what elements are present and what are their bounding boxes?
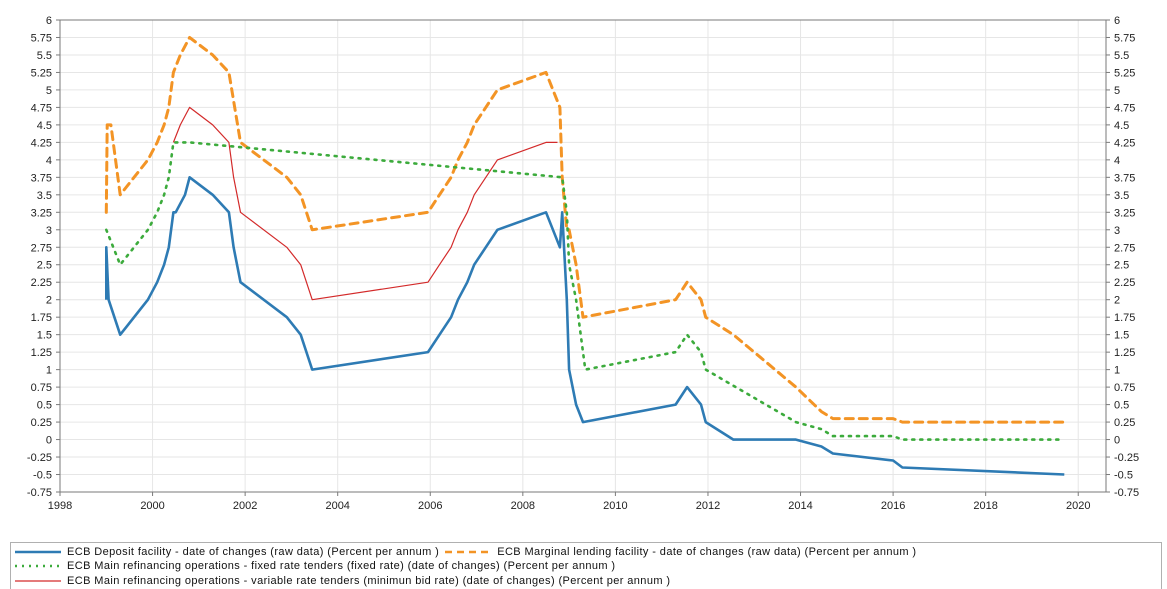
y-tick-label-left: 4.5 [37,120,52,132]
legend-swatch-fixed-rate [15,564,61,568]
y-tick-label-right: 0.75 [1114,382,1135,394]
rate-chart: 6 6 5.75 5.75 5.5 5.5 5.25 5.25 5 5 4.75 4.75 4.5 4.5… [27,15,1139,512]
x-tick-label: 2000 [140,500,164,512]
y-tick-label-left: -0.25 [27,452,52,464]
y-tick-label-right: 0.5 [1114,400,1129,412]
y-tick-label-left: 3.75 [31,172,52,184]
x-tick-label: 2004 [325,500,349,512]
y-tick-label-right: 4.75 [1114,102,1135,114]
y-tick-label-right: 2.5 [1114,260,1129,272]
legend-label-deposit-facility: ECB Deposit facility - date of changes (… [67,546,440,558]
y-tick-label-right: 5.25 [1114,67,1135,79]
series-lines [104,36,1066,476]
y-tick-label-left: 6 [46,15,52,27]
y-tick-label-left: 3 [46,225,52,237]
y-tick-label-left: 0 [46,435,52,447]
y-tick-label-right: 1.25 [1114,347,1135,359]
x-tick-label: 2010 [603,500,627,512]
y-tick-label-left: 5.25 [31,67,52,79]
y-tick-label-left: 0.25 [31,417,52,429]
y-tick-label-left: 1 [46,365,52,377]
y-tick-label-right: 5.75 [1114,32,1135,44]
y-tick-label-left: 5 [46,85,52,97]
y-tick-label-left: 0.75 [31,382,52,394]
x-tick-label: 2008 [511,500,535,512]
y-tick-label-left: 2.5 [37,260,52,272]
y-tick-label-right: 5 [1114,85,1120,97]
x-tick-label: 2020 [1066,500,1090,512]
y-tick-label-left: 2.75 [31,242,52,254]
legend-label-variable-rate: ECB Main refinancing operations - variab… [67,575,671,587]
y-tick-label-left: 4 [46,155,52,167]
y-tick-label-right: 2 [1114,295,1120,307]
y-tick-label-right: 4.5 [1114,120,1129,132]
y-tick-label-right: 5.5 [1114,50,1129,62]
axis-ticks: 6 6 5.75 5.75 5.5 5.5 5.25 5.25 5 5 4.75 4.75 4.5 4.5… [27,15,1139,512]
plot-frame [59,19,1107,493]
x-tick-label: 2002 [233,500,257,512]
series-line-3 [172,106,558,301]
series-line-2 [105,141,1066,441]
x-tick-label: 2016 [881,500,905,512]
y-tick-label-left: 5.5 [37,50,52,62]
y-tick-label-right: 3.5 [1114,190,1129,202]
legend-swatch-marginal-lending [445,550,492,554]
legend-swatch-deposit-facility [15,550,61,554]
y-tick-label-right: 6 [1114,15,1120,27]
x-tick-label: 2018 [973,500,997,512]
legend-entry-marginal-lending: ECB Marginal lending facility - date of … [445,546,916,558]
legend-label-fixed-rate: ECB Main refinancing operations - fixed … [67,560,616,572]
legend: ECB Deposit facility - date of changes (… [10,542,1162,589]
y-tick-label-right: -0.5 [1114,470,1133,482]
y-tick-label-left: 2 [46,295,52,307]
y-tick-label-left: 3.5 [37,190,52,202]
y-tick-label-right: -0.25 [1114,452,1139,464]
legend-entry-variable-rate: ECB Main refinancing operations - variab… [15,575,670,587]
y-tick-label-left: 2.25 [31,277,52,289]
y-tick-label-right: 2.25 [1114,277,1135,289]
y-tick-label-right: 0.25 [1114,417,1135,429]
y-tick-label-right: 4 [1114,155,1120,167]
y-tick-label-right: 1 [1114,365,1120,377]
legend-entry-deposit-facility: ECB Deposit facility - date of changes (… [15,546,439,558]
y-tick-label-left: 1.25 [31,347,52,359]
y-tick-label-right: 3 [1114,225,1120,237]
legend-entry-fixed-rate: ECB Main refinancing operations - fixed … [15,560,615,572]
y-tick-label-left: 0.5 [37,400,52,412]
y-tick-label-right: 3.75 [1114,172,1135,184]
x-tick-label: 2014 [788,500,812,512]
series-line-0 [105,176,1065,476]
y-tick-label-left: 1.75 [31,312,52,324]
legend-label-marginal-lending: ECB Marginal lending facility - date of … [497,546,917,558]
x-tick-label: 2006 [418,500,442,512]
y-tick-label-left: -0.5 [33,470,52,482]
y-tick-label-right: -0.75 [1114,487,1139,499]
y-tick-label-left: 4.25 [31,137,52,149]
y-tick-label-left: -0.75 [27,487,52,499]
y-tick-label-right: 4.25 [1114,137,1135,149]
y-tick-label-right: 0 [1114,435,1120,447]
y-tick-label-right: 1.5 [1114,330,1129,342]
legend-swatch-variable-rate [15,580,61,582]
y-tick-label-left: 1.5 [37,330,52,342]
y-tick-label-right: 1.75 [1114,312,1135,324]
y-tick-label-right: 2.75 [1114,242,1135,254]
series-line-1 [104,36,1066,424]
y-tick-label-left: 4.75 [31,102,52,114]
y-tick-label-left: 3.25 [31,207,52,219]
x-tick-label: 1998 [48,500,72,512]
x-tick-label: 2012 [696,500,720,512]
y-tick-label-left: 5.75 [31,32,52,44]
y-tick-label-right: 3.25 [1114,207,1135,219]
